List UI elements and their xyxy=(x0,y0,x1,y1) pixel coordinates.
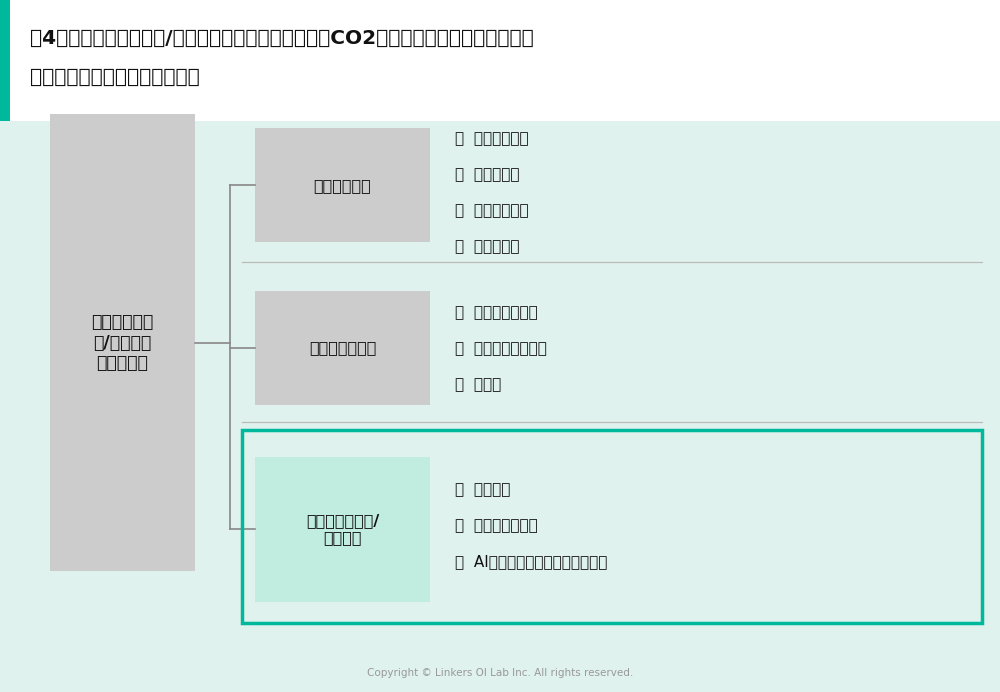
Text: ・  水環境の可視化: ・ 水環境の可視化 xyxy=(455,305,538,320)
FancyBboxPatch shape xyxy=(0,0,10,121)
Text: ・  土壌の改善: ・ 土壌の改善 xyxy=(455,239,520,254)
Text: ・  その他: ・ その他 xyxy=(455,377,501,392)
Text: ・  水の清浄化: ・ 水の清浄化 xyxy=(455,167,520,182)
Text: 第4部「環境汚染の低減/希少資源の有効活用」では、CO2削減に留まらない環境負荷低: 第4部「環境汚染の低減/希少資源の有効活用」では、CO2削減に留まらない環境負荷… xyxy=(30,28,534,48)
FancyBboxPatch shape xyxy=(50,114,195,571)
Text: 減技術について幅広く調査した: 減技術について幅広く調査した xyxy=(30,68,200,87)
FancyBboxPatch shape xyxy=(255,457,430,602)
Text: ・  水の節約: ・ 水の節約 xyxy=(455,482,510,498)
Text: ・  空気環境の可視化: ・ 空気環境の可視化 xyxy=(455,341,547,356)
FancyBboxPatch shape xyxy=(255,291,430,405)
Text: 汚染可視化技術: 汚染可視化技術 xyxy=(309,340,376,355)
Text: ・  AIによる材料合成・製造効率化: ・ AIによる材料合成・製造効率化 xyxy=(455,554,607,570)
FancyBboxPatch shape xyxy=(255,128,430,242)
Text: 環境汚染の低
減/希少資源
の有効活用: 環境汚染の低 減/希少資源 の有効活用 xyxy=(91,313,154,372)
Text: ・  廃棄物の減容: ・ 廃棄物の減容 xyxy=(455,131,529,146)
Text: 資源の利用低減/
有効活用: 資源の利用低減/ 有効活用 xyxy=(306,513,379,545)
Text: Copyright © Linkers OI Lab Inc. All rights reserved.: Copyright © Linkers OI Lab Inc. All righ… xyxy=(367,668,633,677)
Text: 汚染低減技術: 汚染低減技術 xyxy=(314,178,371,192)
Text: ・  空気の清浄化: ・ 空気の清浄化 xyxy=(455,203,529,218)
FancyBboxPatch shape xyxy=(0,0,1000,121)
Text: ・  希少資源の節約: ・ 希少資源の節約 xyxy=(455,518,538,534)
